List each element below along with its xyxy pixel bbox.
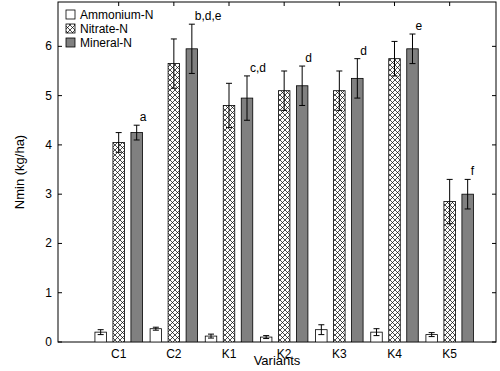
- x-tick: [449, 2, 450, 6]
- bar: [113, 142, 125, 342]
- y-tick-label: 1: [45, 286, 52, 300]
- error-bar: [354, 59, 360, 98]
- x-tick-label: C2: [166, 347, 182, 361]
- annotation: a: [140, 110, 147, 124]
- bar: [334, 91, 346, 342]
- error-bar: [189, 24, 195, 73]
- chart-svg: 0123456C1C2K1K2K3K4K5ab,d,ec,dddefVarian…: [0, 0, 500, 371]
- annotation: e: [415, 19, 422, 33]
- error-bar: [429, 333, 435, 337]
- x-tick-label: K3: [332, 347, 347, 361]
- legend-label: Mineral-N: [80, 36, 132, 50]
- x-tick: [118, 2, 119, 6]
- x-tick: [173, 2, 174, 6]
- bar: [186, 49, 198, 342]
- bar: [223, 105, 235, 342]
- y-tick-label: 3: [45, 187, 52, 201]
- y-tick: [492, 292, 496, 293]
- error-bar: [409, 34, 415, 64]
- bar: [407, 49, 419, 342]
- y-tick: [492, 95, 496, 96]
- legend-swatch: [66, 24, 75, 33]
- legend-label: Ammonium-N: [80, 8, 153, 22]
- error-bar: [153, 327, 159, 330]
- bar: [296, 86, 308, 342]
- bar: [150, 329, 162, 342]
- bar: [241, 98, 253, 342]
- bars: [95, 24, 473, 342]
- bar: [278, 91, 290, 342]
- y-tick: [58, 292, 62, 293]
- y-tick: [492, 144, 496, 145]
- error-bar: [98, 330, 104, 335]
- x-tick: [229, 2, 230, 6]
- annotation: f: [471, 164, 475, 178]
- error-bar: [465, 179, 471, 209]
- y-tick: [58, 46, 62, 47]
- x-tick-label: C1: [111, 347, 127, 361]
- error-bar: [244, 76, 250, 120]
- y-tick-label: 0: [45, 335, 52, 349]
- y-tick-label: 5: [45, 89, 52, 103]
- annotation: d: [360, 44, 367, 58]
- error-bar: [263, 336, 269, 339]
- annotation: c,d: [250, 61, 266, 75]
- bar: [168, 64, 180, 342]
- y-tick: [492, 342, 496, 343]
- x-tick-label: K5: [442, 347, 457, 361]
- error-bar: [171, 39, 177, 88]
- chart-container: 0123456C1C2K1K2K3K4K5ab,d,ec,dddefVarian…: [0, 0, 500, 371]
- error-bar: [447, 179, 453, 223]
- y-tick: [58, 95, 62, 96]
- error-bar: [299, 66, 305, 105]
- error-bar: [226, 83, 232, 127]
- legend: Ammonium-NNitrate-NMineral-N: [66, 8, 153, 50]
- x-tick-label: K1: [222, 347, 237, 361]
- error-bar: [116, 133, 122, 153]
- error-bar: [336, 71, 342, 110]
- y-tick: [492, 243, 496, 244]
- y-tick-label: 4: [45, 138, 52, 152]
- y-tick: [58, 144, 62, 145]
- error-bar: [373, 329, 379, 336]
- bar: [352, 78, 364, 342]
- x-tick: [394, 2, 395, 6]
- y-tick: [58, 243, 62, 244]
- y-tick: [492, 46, 496, 47]
- legend-swatch: [66, 38, 75, 47]
- error-bar: [134, 125, 140, 140]
- y-tick: [492, 194, 496, 195]
- y-tick-label: 6: [45, 39, 52, 53]
- y-tick: [58, 342, 62, 343]
- y-axis-label: Nmin (kg/ha): [12, 135, 27, 209]
- annotation: b,d,e: [195, 9, 222, 23]
- x-axis-label: Variants: [254, 353, 301, 368]
- y-tick: [58, 194, 62, 195]
- error-bar: [208, 334, 214, 338]
- legend-label: Nitrate-N: [80, 22, 128, 36]
- x-tick: [284, 2, 285, 6]
- legend-swatch: [66, 10, 75, 19]
- error-bar: [318, 325, 324, 335]
- plot-frame: [58, 2, 496, 342]
- bar: [131, 133, 143, 342]
- x-tick: [339, 2, 340, 6]
- error-bar: [391, 41, 397, 75]
- bar: [462, 194, 474, 342]
- bar: [389, 59, 401, 342]
- x-tick-label: K4: [387, 347, 402, 361]
- y-tick-label: 2: [45, 236, 52, 250]
- annotation: d: [305, 51, 312, 65]
- error-bar: [281, 71, 287, 110]
